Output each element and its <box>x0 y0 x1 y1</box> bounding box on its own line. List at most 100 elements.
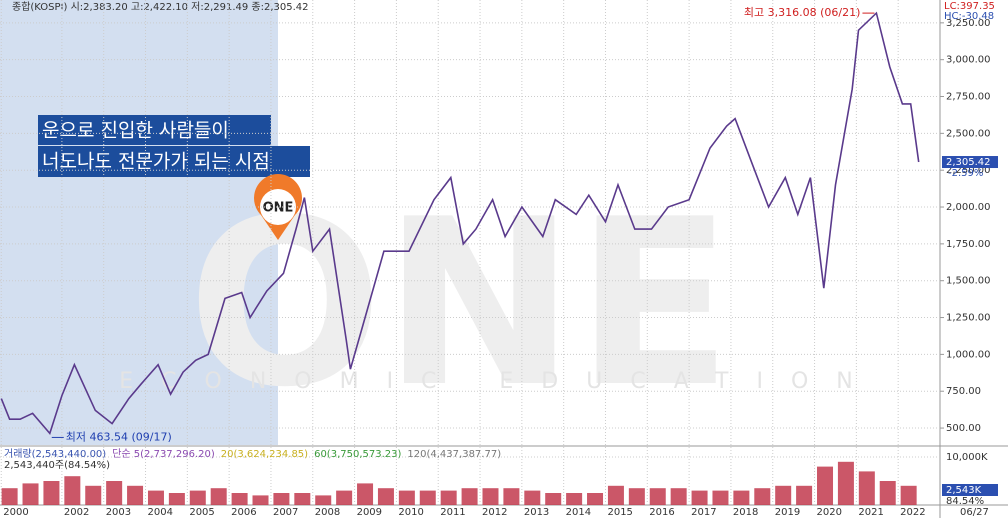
legend-item: 60(3,750,573.23) <box>314 449 401 460</box>
volume-bar <box>566 493 583 505</box>
volume-bar <box>628 488 645 505</box>
overlay-bg <box>38 115 271 145</box>
volume-bar <box>524 490 541 505</box>
volume-bar <box>127 485 144 505</box>
y-tick-label: 3,000.00 <box>946 55 991 66</box>
volume-bar <box>106 481 123 505</box>
volume-bar <box>691 490 708 505</box>
volume-bar <box>587 493 604 505</box>
x-tick-label: 2018 <box>733 507 758 518</box>
volume-bar <box>398 490 415 505</box>
volume-bar <box>336 490 353 505</box>
volume-bar <box>315 495 332 505</box>
volume-bar <box>1 488 18 505</box>
x-tick-label: 2009 <box>357 507 382 518</box>
x-tick-label: 2012 <box>482 507 507 518</box>
x-tick-label: 2020 <box>817 507 842 518</box>
y-tick-label: 2,000.00 <box>946 202 991 213</box>
volume-bar <box>817 466 834 505</box>
marker-label: ONE <box>263 201 294 216</box>
x-tick-label: 2005 <box>189 507 214 518</box>
volume-bar <box>168 493 185 505</box>
x-tick-label: 2010 <box>398 507 423 518</box>
y-tick-label: 3,250.00 <box>946 18 991 29</box>
price-line <box>0 11 920 436</box>
high-label: 최고 3,316.08 (06/21) <box>744 6 861 19</box>
x-tick-label: 2004 <box>148 507 173 518</box>
y-tick-label: 2,500.00 <box>946 128 991 139</box>
volume-sub-label: 2,543,440주(84.54%) <box>4 460 110 471</box>
marker-circle <box>260 189 296 225</box>
watermark-text: ECONOMIC EDUCATION <box>119 369 881 394</box>
x-tick-label: 2022 <box>900 507 925 518</box>
volume-bar <box>712 490 729 505</box>
x-tick-label: 2000 <box>3 507 28 518</box>
x-tick-label: 2017 <box>691 507 716 518</box>
y-tick-label: 1,000.00 <box>946 349 991 360</box>
y-tick-label: 2,250.00 <box>946 165 991 176</box>
volume-bar <box>22 483 39 505</box>
volume-bar <box>670 488 687 505</box>
volume-bar <box>189 490 206 505</box>
volume-bar <box>775 485 792 505</box>
hc-label: HC:-30.48 <box>944 11 994 22</box>
volume-bar <box>482 488 499 505</box>
x-tick-label: 2016 <box>649 507 674 518</box>
volume-bar <box>545 493 562 505</box>
low-label: 최저 463.54 (09/17) <box>66 430 172 443</box>
volume-bar <box>879 481 896 505</box>
overlay-line: 너도나도 전문가가 되는 시점 <box>42 151 270 173</box>
header: 종합(KOSPI) 시:2,383.20 고:2,422.10 저:2,291.… <box>12 1 309 13</box>
y-tick-label: 1,250.00 <box>946 313 991 324</box>
x-tick-label: 2014 <box>566 507 591 518</box>
volume-bar <box>252 495 269 505</box>
x-tick-label: 2021 <box>858 507 883 518</box>
volume-ratio-label: 84.54% <box>946 496 984 507</box>
legend-item: 단순 5(2,737,296.20) <box>112 448 215 460</box>
volume-bar <box>64 476 81 505</box>
volume-bar <box>43 481 60 505</box>
x-tick-label: 2008 <box>315 507 340 518</box>
y-tick-label: 750.00 <box>946 386 981 397</box>
legend-item: 20(3,624,234.85) <box>221 449 308 460</box>
volume-bar <box>733 490 750 505</box>
x-tick-label: 2013 <box>524 507 549 518</box>
volume-bar <box>837 461 854 505</box>
x-tick-label: 2006 <box>231 507 256 518</box>
last-value-box <box>942 156 998 169</box>
x-tick-label: 2007 <box>273 507 298 518</box>
volume-bar <box>147 490 164 505</box>
y-tick-label: 1,750.00 <box>946 239 991 250</box>
highlight-region <box>0 0 278 445</box>
y-tick-label: 1,500.00 <box>946 276 991 287</box>
legend-item: 120(4,437,387.77) <box>407 449 501 460</box>
volume-bar <box>419 490 436 505</box>
volume-bar <box>231 493 248 505</box>
volume-last-box <box>942 484 998 496</box>
volume-bar <box>357 483 374 505</box>
overlay-line: 운으로 진입한 사람들이 <box>42 120 229 142</box>
y-tick-label: 500.00 <box>946 423 981 434</box>
volume-last-label: 2,543K <box>946 485 982 496</box>
lc-label: LC:397.35 <box>944 1 995 12</box>
y-tick-label: 10,000K <box>946 452 988 463</box>
volume-bar <box>754 488 771 505</box>
volume-bar <box>273 493 290 505</box>
x-tick-label: 2015 <box>607 507 632 518</box>
y-tick-label: 2,750.00 <box>946 92 991 103</box>
overlay-bg <box>38 146 310 177</box>
volume-bar <box>210 488 227 505</box>
marker: ONE <box>254 174 302 240</box>
last-value-label: 2,305.42 <box>946 157 991 168</box>
volume-bar <box>649 488 666 505</box>
volume-bar <box>796 485 813 505</box>
x-end-label: 06/27 <box>960 507 989 518</box>
x-tick-label: 2019 <box>775 507 800 518</box>
volume-bar <box>607 485 624 505</box>
volume-bar <box>440 490 457 505</box>
x-tick-label: 2003 <box>106 507 131 518</box>
volume-bar <box>294 493 311 505</box>
volume-bar <box>858 471 875 505</box>
